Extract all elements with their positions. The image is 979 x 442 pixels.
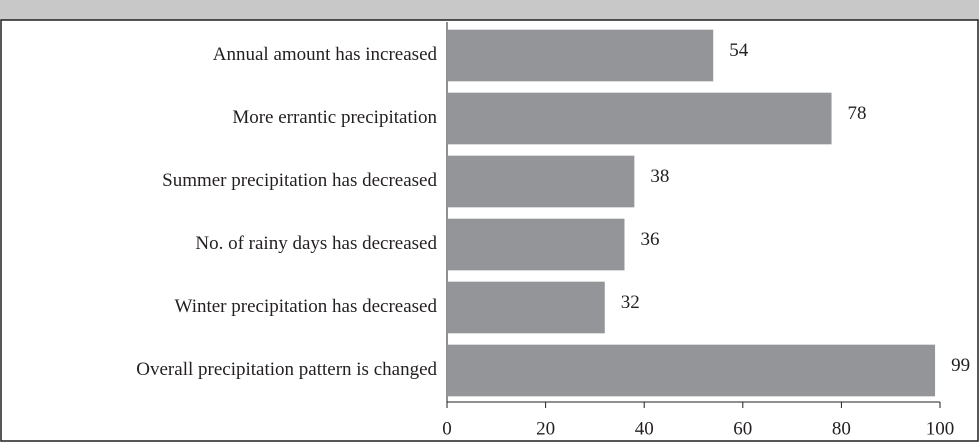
bar: [447, 281, 605, 334]
chart-frame: [0, 19, 979, 442]
y-tick-label: More errantic precipitation: [232, 107, 437, 128]
value-label: 54: [729, 40, 749, 61]
value-label: 32: [621, 292, 640, 313]
bar: [447, 344, 936, 397]
x-tick-label: 40: [635, 418, 654, 439]
value-label: 99: [951, 355, 970, 376]
y-tick-label: No. of rainy days has decreased: [195, 233, 437, 254]
bar: [447, 29, 714, 82]
y-tick-label: Summer precipitation has decreased: [162, 170, 437, 191]
y-tick-label: Overall precipitation pattern is changed: [136, 359, 437, 380]
x-tick-label: 100: [926, 418, 955, 439]
bar: [447, 155, 635, 208]
y-tick-label: Winter precipitation has decreased: [175, 296, 438, 317]
bar: [447, 218, 625, 271]
value-label: 78: [848, 103, 867, 124]
x-tick-label: 20: [536, 418, 555, 439]
value-label: 38: [650, 166, 669, 187]
bar: [447, 92, 832, 145]
y-tick-label: Annual amount has increased: [213, 44, 438, 65]
value-label: 36: [640, 229, 659, 250]
x-tick-label: 0: [442, 418, 452, 439]
header-band: [0, 0, 979, 20]
x-tick-label: 80: [832, 418, 851, 439]
x-tick-label: 60: [733, 418, 752, 439]
